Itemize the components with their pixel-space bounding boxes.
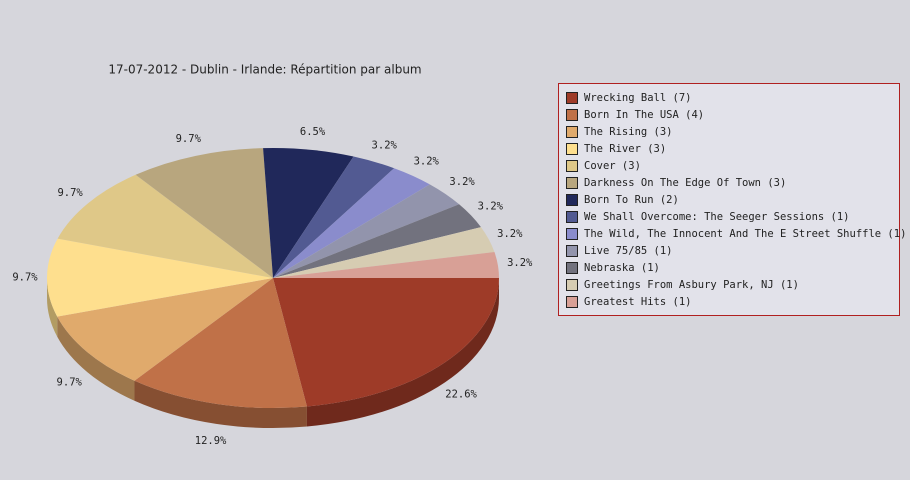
legend-label: Cover (3) <box>584 160 641 172</box>
slice <box>273 184 460 278</box>
slice <box>135 148 273 278</box>
legend-label: We Shall Overcome: The Seeger Sessions (… <box>584 211 850 223</box>
slice <box>46 238 274 317</box>
legend-label: Live 75/85 (1) <box>584 245 673 257</box>
legend-label: Wrecking Ball (7) <box>584 92 691 104</box>
slice <box>134 278 307 408</box>
slice <box>273 278 499 407</box>
data-label: 3.2% <box>414 156 440 168</box>
legend-label: Darkness On The Edge Of Town (3) <box>584 177 786 189</box>
legend-swatch <box>566 143 578 155</box>
slice <box>273 252 499 278</box>
legend-label: Born To Run (2) <box>584 194 679 206</box>
data-label: 3.2% <box>478 201 504 213</box>
data-label: 9.7% <box>176 133 202 145</box>
data-label: 3.2% <box>372 140 398 152</box>
slice-side <box>134 380 307 428</box>
legend-swatch <box>566 262 578 274</box>
slice-side <box>57 316 135 401</box>
chart-title: 17-07-2012 - Dublin - Irlande: Répartiti… <box>108 63 421 77</box>
legend-swatch <box>566 228 578 240</box>
data-label: 6.5% <box>300 126 326 138</box>
legend-swatch <box>566 279 578 291</box>
data-label: 9.7% <box>12 272 38 284</box>
legend-label: Born In The USA (4) <box>584 109 704 121</box>
legend-swatch <box>566 126 578 138</box>
slice-side <box>306 278 499 427</box>
slice <box>273 227 495 278</box>
data-label: 9.7% <box>57 187 83 199</box>
legend-swatch <box>566 194 578 206</box>
legend-swatch <box>566 245 578 257</box>
data-label: 3.2% <box>507 257 533 269</box>
legend-swatch <box>566 211 578 223</box>
slice <box>57 278 274 381</box>
legend-label: The Wild, The Innocent And The E Street … <box>584 228 906 240</box>
data-label: 22.6% <box>445 388 477 400</box>
legend-swatch <box>566 160 578 172</box>
data-label: 12.9% <box>195 435 227 447</box>
data-label: 9.7% <box>57 376 83 388</box>
slice-side <box>47 278 58 337</box>
legend-swatch <box>566 92 578 104</box>
legend-label: Greatest Hits (1) <box>584 296 691 308</box>
slice <box>263 148 354 278</box>
slice <box>57 174 274 278</box>
legend-swatch <box>566 177 578 189</box>
legend-label: Nebraska (1) <box>584 262 660 274</box>
data-label: 3.2% <box>497 228 523 240</box>
data-label: 3.2% <box>449 176 475 188</box>
slice <box>273 204 481 278</box>
legend-label: Greetings From Asbury Park, NJ (1) <box>584 279 799 291</box>
slice <box>273 168 430 278</box>
legend <box>558 83 900 316</box>
legend-label: The Rising (3) <box>584 126 673 138</box>
legend-swatch <box>566 296 578 308</box>
slice <box>273 156 395 278</box>
legend-swatch <box>566 109 578 121</box>
legend-label: The River (3) <box>584 143 666 155</box>
